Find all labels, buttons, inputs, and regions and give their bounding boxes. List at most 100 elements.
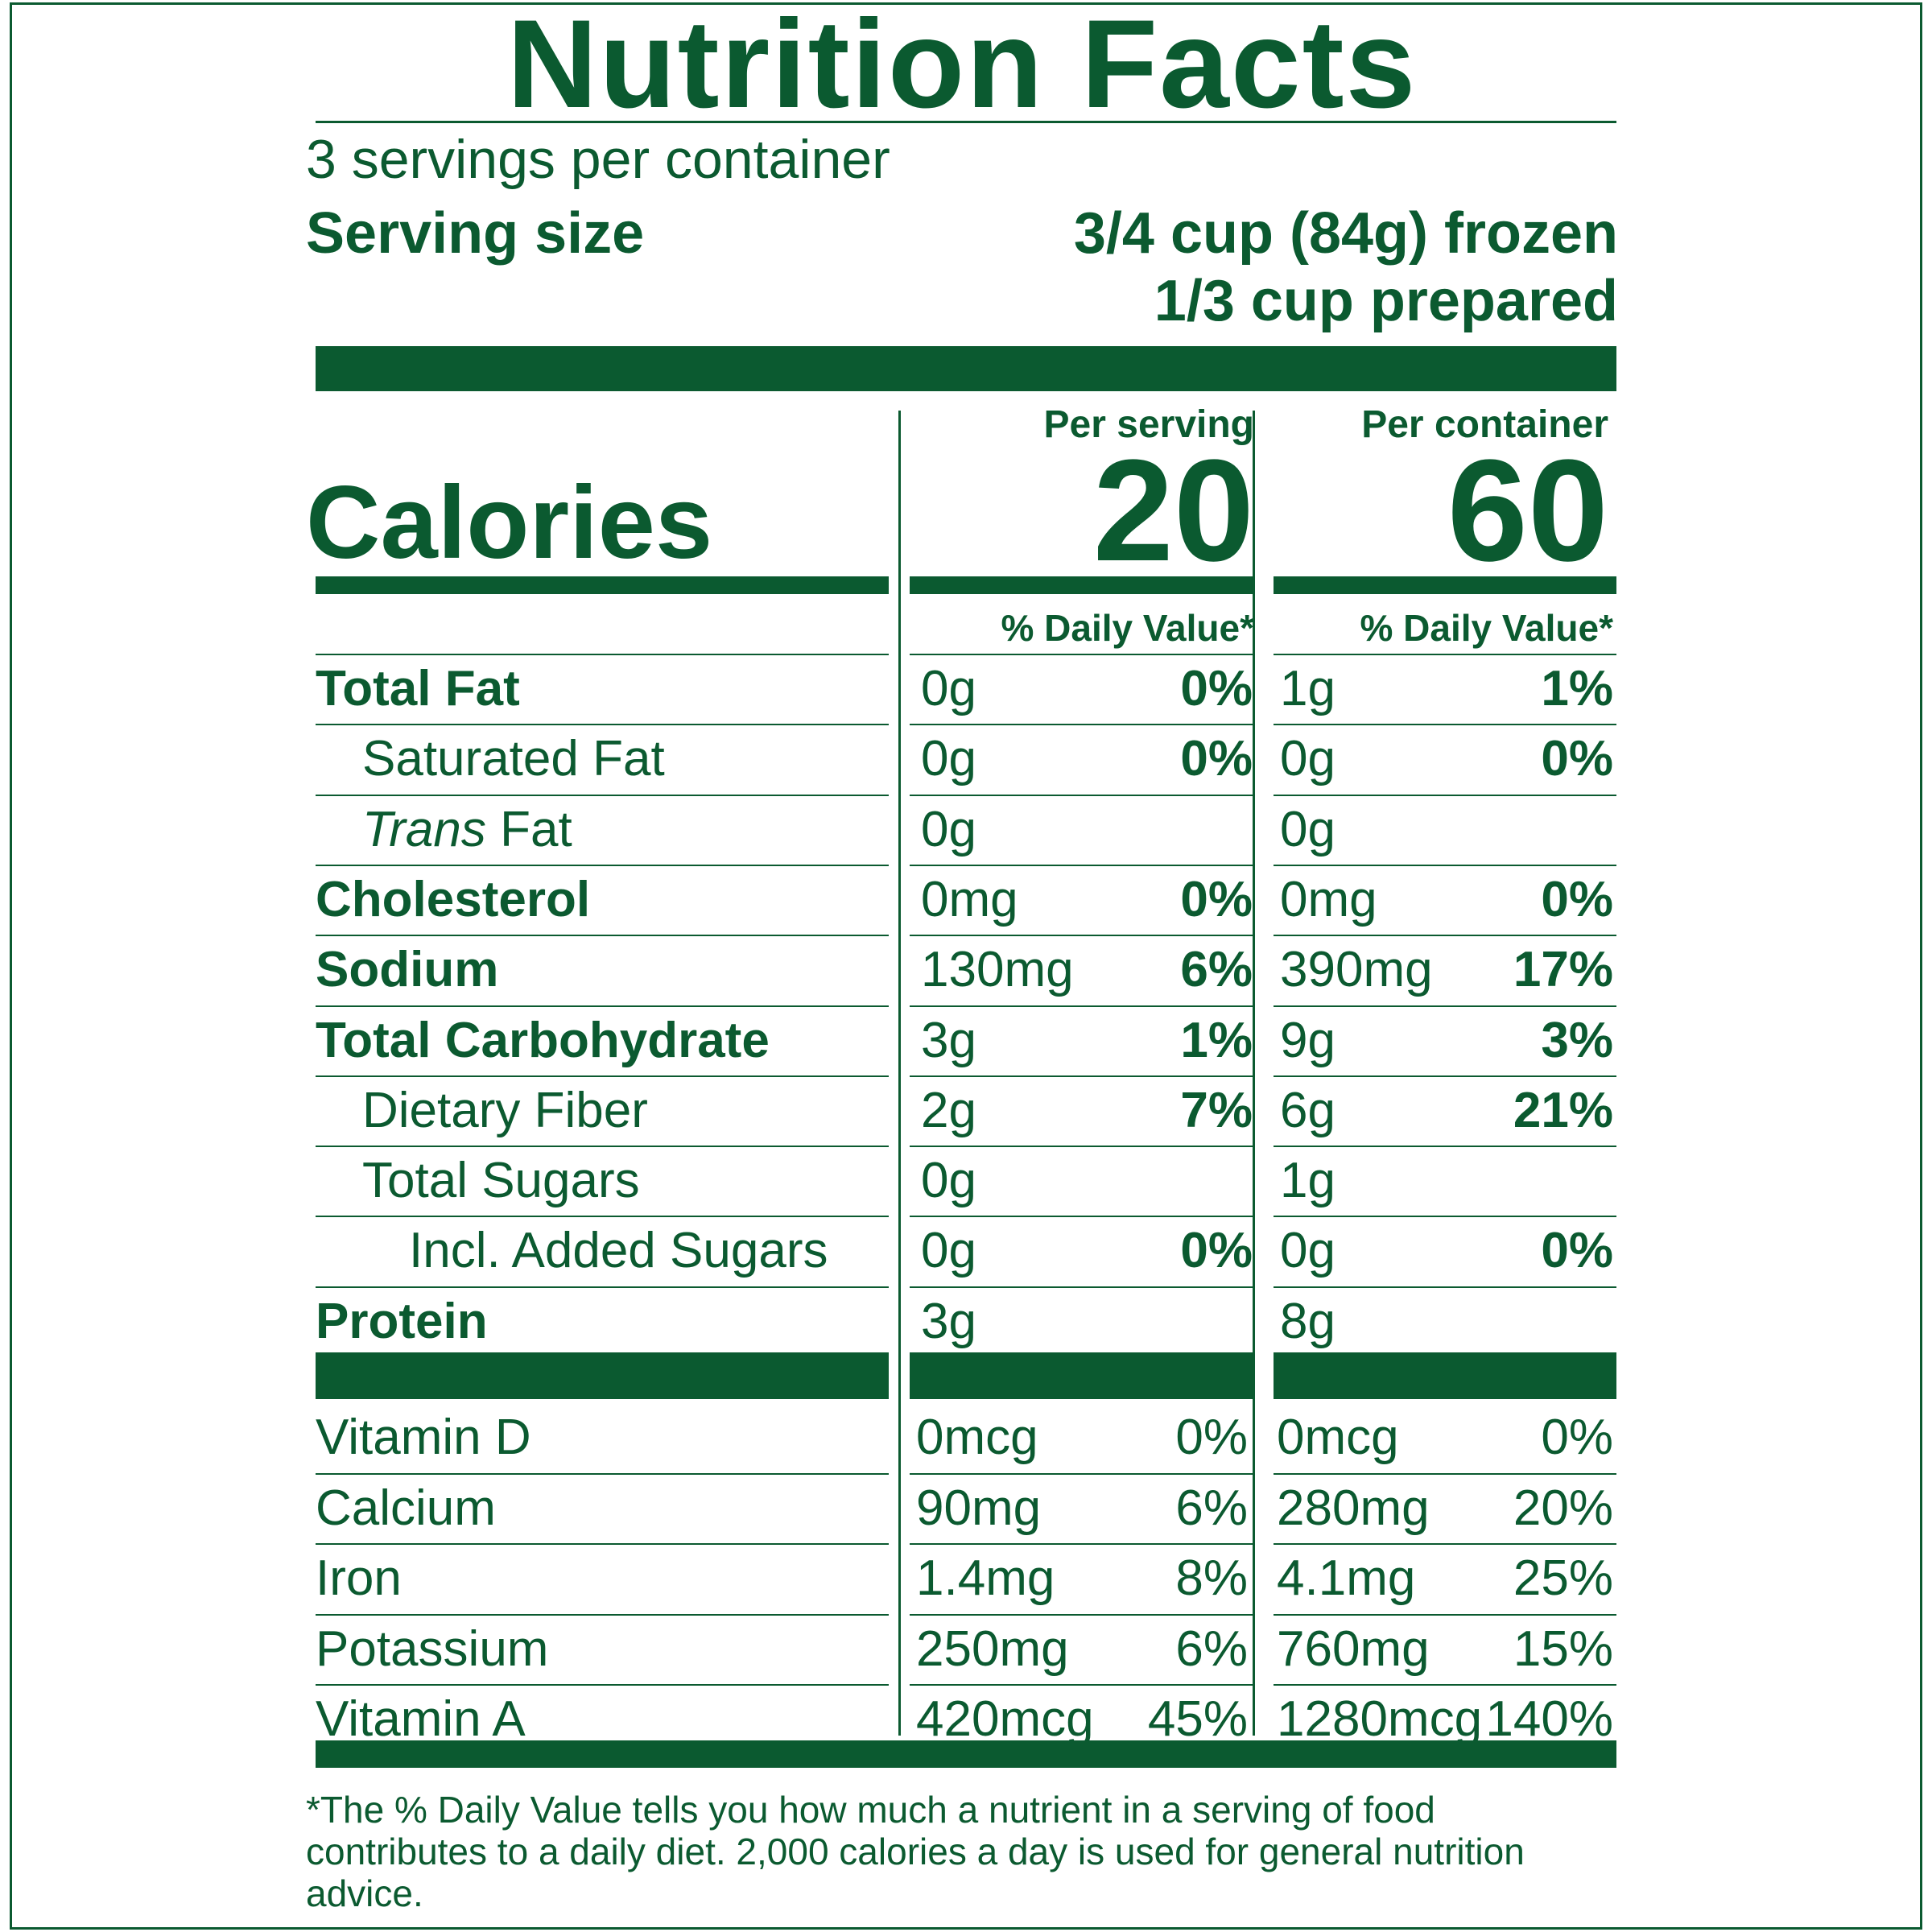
row-rule bbox=[910, 865, 1254, 866]
row-rule bbox=[316, 1684, 889, 1686]
serving-size-frozen: 3/4 cup (84g) frozen bbox=[1073, 201, 1618, 266]
vitamin-container-daily-value: 25% bbox=[1513, 1550, 1613, 1606]
row-rule bbox=[316, 1216, 889, 1217]
row-rule bbox=[910, 1075, 1254, 1077]
vitamin-name: Iron bbox=[316, 1550, 402, 1606]
row-rule bbox=[1274, 724, 1616, 725]
vitamin-name: Vitamin A bbox=[316, 1691, 526, 1747]
row-rule bbox=[316, 1473, 889, 1475]
vitamin-container-daily-value: 15% bbox=[1513, 1620, 1613, 1677]
row-rule bbox=[910, 1005, 1254, 1007]
container-amount: 9g bbox=[1280, 1012, 1335, 1068]
vitamin-container-amount: 4.1mg bbox=[1277, 1550, 1416, 1606]
row-rule bbox=[910, 935, 1254, 936]
serving-amount: 3g bbox=[921, 1012, 976, 1068]
vitamin-name: Calcium bbox=[316, 1480, 496, 1536]
row-rule bbox=[1274, 1146, 1616, 1147]
thick-rule-bottom bbox=[316, 1740, 1616, 1768]
vitamin-serving-amount: 420mcg bbox=[916, 1691, 1094, 1747]
calories-per-serving: 20 bbox=[1092, 430, 1254, 592]
vitamin-container-amount: 280mg bbox=[1277, 1480, 1430, 1536]
per-container-header: Per container bbox=[1361, 403, 1608, 446]
nutrient-name-text: Dietary Fiber bbox=[362, 1082, 648, 1138]
calories-rule-name bbox=[316, 576, 889, 594]
serving-amount: 0g bbox=[921, 661, 976, 716]
container-amount: 0g bbox=[1280, 801, 1335, 857]
serving-amount: 0g bbox=[921, 801, 976, 857]
nutrient-name-text: Incl. Added Sugars bbox=[409, 1223, 828, 1279]
vitamin-container-daily-value: 20% bbox=[1513, 1480, 1613, 1536]
nutrient-name: Total Sugars bbox=[362, 1149, 640, 1213]
nutrient-name: Total Fat bbox=[316, 657, 520, 721]
vitamin-serving-amount: 1.4mg bbox=[916, 1550, 1055, 1606]
vitamin-serving-daily-value: 6% bbox=[1175, 1480, 1248, 1536]
serving-daily-value: 0% bbox=[1180, 661, 1253, 716]
vitamin-serving-amount: 250mg bbox=[916, 1620, 1069, 1677]
nutrient-name-text: Sodium bbox=[316, 942, 499, 998]
row-rule bbox=[910, 1614, 1254, 1616]
row-rule bbox=[316, 1146, 889, 1147]
row-rule bbox=[1274, 1005, 1616, 1007]
nutrient-name: Total Carbohydrate bbox=[316, 1009, 770, 1073]
row-rule bbox=[910, 724, 1254, 725]
row-rule bbox=[1274, 1286, 1616, 1288]
serving-daily-value: 7% bbox=[1180, 1082, 1253, 1138]
row-rule bbox=[1274, 654, 1616, 655]
nutrient-name: Sodium bbox=[316, 938, 498, 1002]
serving-daily-value: 0% bbox=[1180, 731, 1253, 787]
vitamin-serving-daily-value: 45% bbox=[1147, 1691, 1248, 1747]
daily-value-header-serving: % Daily Value* bbox=[1001, 607, 1255, 649]
row-rule bbox=[1274, 865, 1616, 866]
row-rule bbox=[316, 935, 889, 936]
vitamin-serving-daily-value: 0% bbox=[1175, 1410, 1248, 1465]
serving-amount: 0g bbox=[921, 1153, 976, 1209]
container-amount: 1g bbox=[1280, 661, 1335, 716]
container-daily-value: 3% bbox=[1541, 1012, 1613, 1068]
row-rule bbox=[910, 654, 1254, 655]
vitamin-container-amount: 760mg bbox=[1277, 1620, 1430, 1677]
row-rule bbox=[910, 1216, 1254, 1217]
per-serving-header: Per serving bbox=[1043, 403, 1254, 446]
vitamin-serving-daily-value: 8% bbox=[1175, 1550, 1248, 1606]
row-rule bbox=[910, 1146, 1254, 1147]
serving-daily-value: 0% bbox=[1180, 1223, 1253, 1279]
container-amount: 6g bbox=[1280, 1082, 1335, 1138]
calories-label: Calories bbox=[306, 465, 713, 580]
nutrient-name-text: Cholesterol bbox=[316, 871, 591, 927]
nutrient-name: Protein bbox=[316, 1290, 488, 1354]
thick-rule-middle-container bbox=[1274, 1352, 1616, 1399]
container-daily-value: 17% bbox=[1513, 942, 1613, 998]
vitamin-name: Vitamin D bbox=[316, 1410, 531, 1465]
serving-amount: 2g bbox=[921, 1082, 976, 1138]
row-rule bbox=[316, 654, 889, 655]
container-amount: 8g bbox=[1280, 1293, 1335, 1349]
row-rule bbox=[1274, 935, 1616, 936]
row-rule bbox=[910, 1473, 1254, 1475]
serving-daily-value: 6% bbox=[1180, 942, 1253, 998]
vitamin-container-amount: 0mcg bbox=[1277, 1410, 1399, 1465]
serving-size-prepared: 1/3 cup prepared bbox=[1154, 269, 1618, 333]
row-rule bbox=[316, 865, 889, 866]
vitamin-serving-daily-value: 6% bbox=[1175, 1620, 1248, 1677]
serving-amount: 130mg bbox=[921, 942, 1074, 998]
nutrient-name-text: Saturated Fat bbox=[362, 731, 665, 787]
container-amount: 390mg bbox=[1280, 942, 1433, 998]
serving-amount: 0g bbox=[921, 1223, 976, 1279]
nutrient-name: Dietary Fiber bbox=[362, 1079, 648, 1143]
calories-rule-serving bbox=[910, 576, 1254, 594]
calories-per-container: 60 bbox=[1447, 430, 1608, 592]
row-rule bbox=[1274, 1473, 1616, 1475]
container-daily-value: 1% bbox=[1541, 661, 1613, 716]
serving-size-label: Serving size bbox=[306, 201, 645, 266]
serving-amount: 0g bbox=[921, 731, 976, 787]
daily-value-header-container: % Daily Value* bbox=[1360, 607, 1614, 649]
vitamin-container-daily-value: 0% bbox=[1541, 1410, 1613, 1465]
vitamin-container-daily-value: 140% bbox=[1485, 1691, 1613, 1747]
row-rule bbox=[1274, 1216, 1616, 1217]
nutrient-name: Trans Fat bbox=[362, 798, 572, 862]
row-rule bbox=[1274, 795, 1616, 796]
container-daily-value: 0% bbox=[1541, 731, 1613, 787]
serving-daily-value: 0% bbox=[1180, 871, 1253, 927]
vitamin-serving-amount: 90mg bbox=[916, 1480, 1042, 1536]
container-daily-value: 0% bbox=[1541, 1223, 1613, 1279]
